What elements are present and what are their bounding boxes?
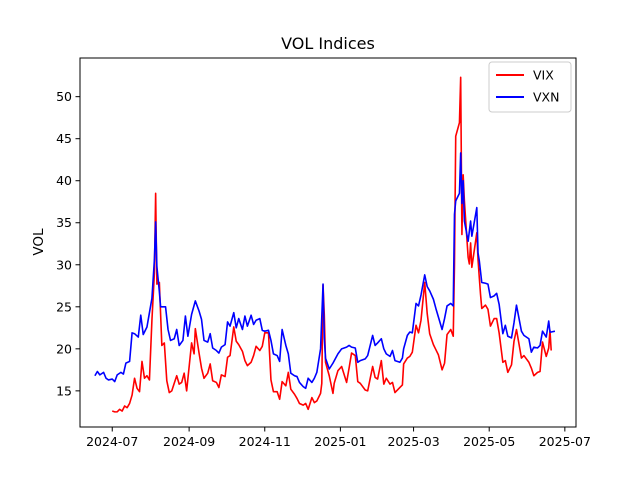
x-tick-label: 2024-09 — [163, 434, 215, 449]
y-axis: 15 20 25 30 35 40 45 50 — [56, 89, 80, 398]
series-line-vxn — [94, 152, 556, 390]
x-tick-label: 2025-03 — [387, 434, 439, 449]
x-tick-label: 2024-07 — [86, 434, 138, 449]
y-tick-label: 50 — [56, 89, 72, 104]
x-tick-label: 2025-01 — [314, 434, 366, 449]
x-axis: 2024-07 2024-09 2024-11 2025-01 2025-03 2025-… — [86, 427, 591, 449]
series-layer — [94, 76, 556, 413]
y-tick-label: 45 — [56, 131, 72, 146]
y-tick-label: 20 — [56, 341, 72, 356]
legend-label-vxn: VXN — [533, 90, 559, 105]
legend-box — [488, 61, 572, 113]
y-tick-label: 40 — [56, 173, 72, 188]
legend: VIX VXN — [488, 61, 572, 113]
x-tick-label: 2025-05 — [463, 434, 515, 449]
x-tick-label: 2024-11 — [239, 434, 291, 449]
y-tick-label: 30 — [56, 257, 72, 272]
y-tick-label: 15 — [56, 383, 72, 398]
y-tick-label: 35 — [56, 215, 72, 230]
plot-frame — [79, 57, 577, 428]
y-axis-label: VOL — [31, 228, 47, 256]
chart-title: VOL Indices — [281, 34, 375, 53]
x-tick-label: 2025-07 — [539, 434, 591, 449]
legend-label-vix: VIX — [533, 68, 554, 83]
y-tick-label: 25 — [56, 299, 72, 314]
